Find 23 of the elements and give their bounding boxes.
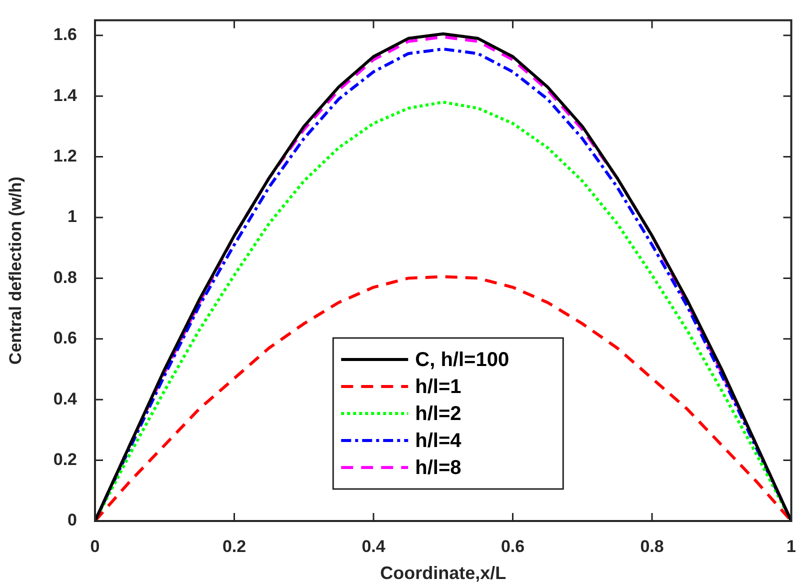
x-tick-label: 1 [786, 536, 796, 556]
line-series [95, 275, 792, 521]
x-axis-title: Coordinate,x/L [380, 563, 506, 584]
legend-label: h/l=4 [415, 430, 462, 452]
y-tick-label: 0 [68, 510, 77, 530]
x-tick-label: 0.8 [640, 536, 664, 556]
y-tick-label: 0.8 [53, 268, 77, 287]
y-tick-label: 1 [68, 207, 77, 226]
y-tick-label: 1.4 [53, 86, 78, 105]
y-tick-label: 1.2 [53, 146, 77, 166]
x-tick-label: 0.4 [362, 536, 386, 556]
x-tick-label: 0 [90, 536, 100, 556]
x-tick-label: 0.6 [500, 536, 525, 556]
y-tick-label: 1.6 [53, 25, 77, 44]
legend-label: C, h/l=100 [415, 349, 510, 372]
y-axis-title: Central deflection (w/h) [6, 176, 25, 365]
x-tick-label: 0.2 [222, 536, 246, 556]
y-tick-label: 0.4 [53, 389, 78, 408]
legend-label: h/l=1 [415, 376, 462, 398]
legend-label: h/l=2 [415, 403, 462, 426]
y-tick-label: 0.6 [53, 328, 77, 348]
y-tick-label: 0.2 [53, 450, 77, 469]
legend-label: h/l=8 [415, 457, 462, 480]
